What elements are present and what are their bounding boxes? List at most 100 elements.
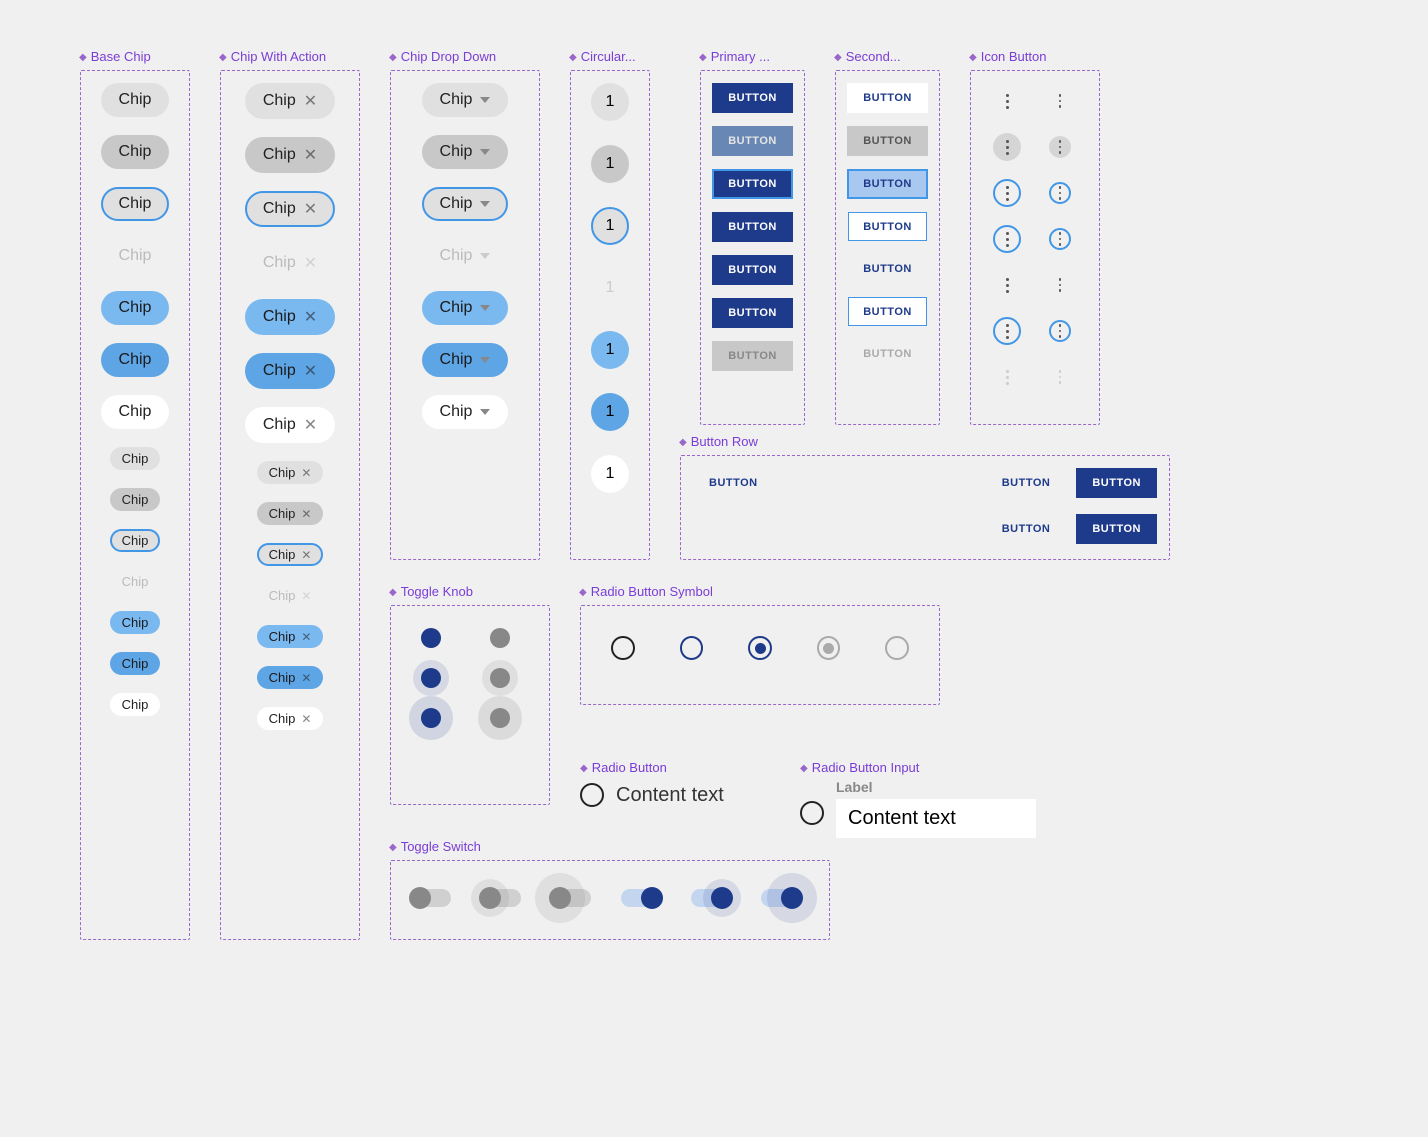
chip-selected-hover[interactable]: Chip <box>101 343 170 377</box>
circular-chip-selected-hover[interactable]: 1 <box>591 393 629 431</box>
chip-action-selected[interactable]: Chip✕ <box>245 299 335 335</box>
chip-action-default[interactable]: Chip✕ <box>245 83 335 119</box>
secondary-button-default[interactable]: BUTTON <box>847 83 928 113</box>
chip-sm-hover[interactable]: Chip <box>110 488 161 511</box>
circular-chip-hover[interactable]: 1 <box>591 145 629 183</box>
button-row-left[interactable]: BUTTON <box>693 468 774 498</box>
chip-action-sm-default[interactable]: Chip✕ <box>257 461 324 484</box>
icon-button-sm-plain[interactable] <box>1049 274 1071 296</box>
chip-dd-default[interactable]: Chip <box>422 83 509 117</box>
icon-button-focus-3[interactable] <box>993 317 1021 345</box>
icon-button-sm-focus[interactable] <box>1049 182 1071 204</box>
knob-blue-halo2[interactable] <box>421 708 441 728</box>
switch-off-halo[interactable] <box>481 889 521 907</box>
chip-sm-default[interactable]: Chip <box>110 447 161 470</box>
chip-selected[interactable]: Chip <box>101 291 170 325</box>
primary-button-focus[interactable]: BUTTON <box>712 169 793 199</box>
chip-dd-hover[interactable]: Chip <box>422 135 509 169</box>
radio-button-symbol[interactable] <box>580 783 604 807</box>
chevron-down-icon <box>480 149 490 155</box>
icon-button-sm-default[interactable] <box>1049 90 1071 112</box>
button-row-secondary-2[interactable]: BUTTON <box>986 514 1067 544</box>
switch-on[interactable] <box>621 889 661 907</box>
section-secondary-button: Second... BUTTON BUTTON BUTTON BUTTON BU… <box>835 70 940 425</box>
chip-action-focus[interactable]: Chip✕ <box>245 191 335 227</box>
close-icon[interactable]: ✕ <box>301 466 311 480</box>
close-icon[interactable]: ✕ <box>304 145 317 165</box>
close-icon[interactable]: ✕ <box>304 415 317 435</box>
primary-button-default[interactable]: BUTTON <box>712 83 793 113</box>
section-label-radio-input: Radio Button Input <box>800 760 1036 775</box>
icon-button-focus-2[interactable] <box>993 225 1021 253</box>
secondary-button-focus[interactable]: BUTTON <box>847 169 928 199</box>
icon-button-sm-focus-3[interactable] <box>1049 320 1071 342</box>
chip-white[interactable]: Chip <box>101 395 170 429</box>
circular-chip-white[interactable]: 1 <box>591 455 629 493</box>
primary-button-active[interactable]: BUTTON <box>712 212 793 242</box>
chip-dd-disabled: Chip <box>422 239 509 273</box>
chip-action-white[interactable]: Chip✕ <box>245 407 335 443</box>
icon-button-focus[interactable] <box>993 179 1021 207</box>
circular-chip-selected[interactable]: 1 <box>591 331 629 369</box>
knob-gray[interactable] <box>490 628 510 648</box>
icon-button-sm-disabled <box>1049 366 1071 388</box>
primary-button-v5[interactable]: BUTTON <box>712 255 793 285</box>
switch-on-halo[interactable] <box>691 889 731 907</box>
chip-focus[interactable]: Chip <box>101 187 170 221</box>
icon-button-hover[interactable] <box>993 133 1021 161</box>
chip-hover[interactable]: Chip <box>101 135 170 169</box>
chip-action-sm-hover[interactable]: Chip✕ <box>257 502 324 525</box>
chip-dd-focus[interactable]: Chip <box>422 187 509 221</box>
knob-blue[interactable] <box>421 628 441 648</box>
chip-default[interactable]: Chip <box>101 83 170 117</box>
chip-action-hover[interactable]: Chip✕ <box>245 137 335 173</box>
radio-input-field[interactable]: Content text <box>836 799 1036 838</box>
chip-action-sm-white[interactable]: Chip✕ <box>257 707 324 730</box>
close-icon[interactable]: ✕ <box>301 630 311 644</box>
icon-button-sm-focus-2[interactable] <box>1049 228 1071 250</box>
icon-button-default[interactable] <box>993 87 1021 115</box>
switch-off[interactable] <box>411 889 451 907</box>
icon-button-sm-hover[interactable] <box>1049 136 1071 158</box>
close-icon[interactable]: ✕ <box>301 712 311 726</box>
chip-dd-selected[interactable]: Chip <box>422 291 509 325</box>
secondary-button-outline[interactable]: BUTTON <box>848 212 928 241</box>
icon-button-plain[interactable] <box>993 271 1021 299</box>
knob-gray-halo2[interactable] <box>490 708 510 728</box>
switch-off-halo2[interactable] <box>551 889 591 907</box>
chip-action-sm-selected-hover[interactable]: Chip✕ <box>257 666 324 689</box>
radio-unchecked-blue[interactable] <box>680 636 704 660</box>
chip-action-sm-focus[interactable]: Chip✕ <box>257 543 324 566</box>
button-row-secondary[interactable]: BUTTON <box>986 468 1067 498</box>
radio-unchecked[interactable] <box>611 636 635 660</box>
chip-sm-selected-hover[interactable]: Chip <box>110 652 161 675</box>
secondary-button-text[interactable]: BUTTON <box>847 254 928 284</box>
circular-chip-focus[interactable]: 1 <box>591 207 629 245</box>
chip-sm-focus[interactable]: Chip <box>110 529 161 552</box>
close-icon[interactable]: ✕ <box>304 361 317 381</box>
circular-chip-default[interactable]: 1 <box>591 83 629 121</box>
primary-button-hover[interactable]: BUTTON <box>712 126 793 156</box>
primary-button-v6[interactable]: BUTTON <box>712 298 793 328</box>
knob-blue-halo[interactable] <box>421 668 441 688</box>
knob-gray-halo[interactable] <box>490 668 510 688</box>
chip-action-selected-hover[interactable]: Chip✕ <box>245 353 335 389</box>
close-icon[interactable]: ✕ <box>301 507 311 521</box>
close-icon[interactable]: ✕ <box>304 307 317 327</box>
close-icon[interactable]: ✕ <box>301 671 311 685</box>
radio-checked-blue[interactable] <box>748 636 772 660</box>
radio-input-symbol[interactable] <box>800 801 824 825</box>
secondary-button-hover[interactable]: BUTTON <box>847 126 928 156</box>
chip-dd-selected-hover[interactable]: Chip <box>422 343 509 377</box>
switch-on-halo2[interactable] <box>761 889 801 907</box>
secondary-button-outline-2[interactable]: BUTTON <box>848 297 928 326</box>
button-row-primary[interactable]: BUTTON <box>1076 468 1157 498</box>
chip-dd-white[interactable]: Chip <box>422 395 509 429</box>
close-icon[interactable]: ✕ <box>301 548 311 562</box>
chip-sm-selected[interactable]: Chip <box>110 611 161 634</box>
close-icon[interactable]: ✕ <box>304 91 317 111</box>
chip-sm-white[interactable]: Chip <box>110 693 161 716</box>
button-row-primary-2[interactable]: BUTTON <box>1076 514 1157 544</box>
close-icon[interactable]: ✕ <box>304 199 317 219</box>
chip-action-sm-selected[interactable]: Chip✕ <box>257 625 324 648</box>
